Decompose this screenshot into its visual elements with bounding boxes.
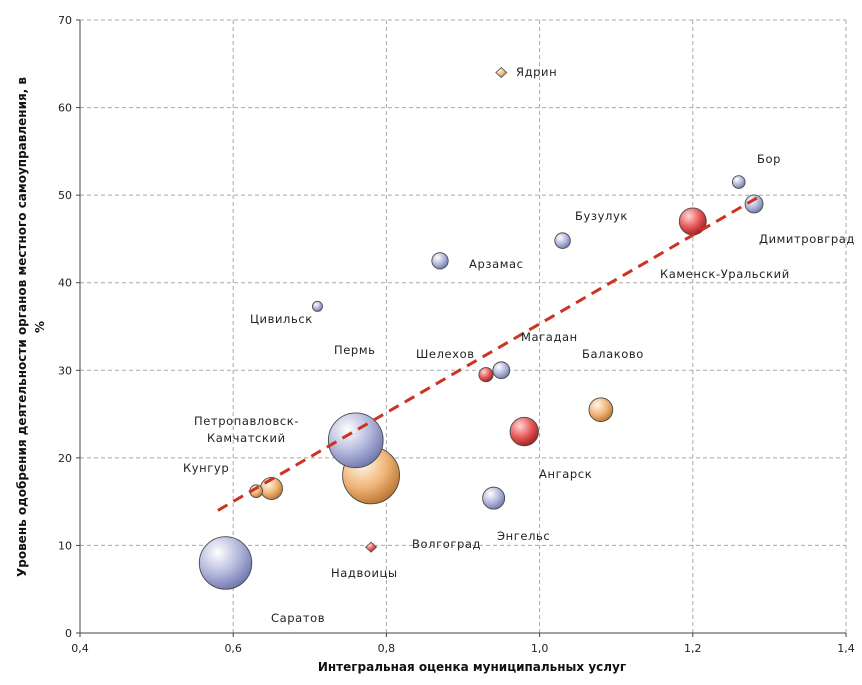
x-tick-label: 1,0 — [531, 642, 549, 655]
bubble-Ангарск — [509, 416, 539, 447]
bubble-label: Магадан — [521, 330, 578, 344]
bubble-label: Пермь — [334, 343, 375, 357]
x-tick-label: 0,6 — [224, 642, 242, 655]
bubble-label: Волгоград — [412, 537, 481, 551]
bubble-label: Бор — [757, 152, 781, 166]
trendline-line — [217, 193, 763, 512]
y-tick-label: 60 — [58, 102, 72, 115]
bubble-label: Надвоицы — [331, 566, 398, 580]
bubble-label: Димитровград — [759, 232, 855, 246]
bubble-Балаково — [588, 397, 614, 423]
y-tick-label: 70 — [58, 14, 72, 27]
bubble-Энгельс — [482, 486, 506, 510]
bubble-label: Камчатский — [207, 431, 286, 445]
bubble-labels: Ядрин Бор Димитровград Каменск-Уральский Буз… — [183, 65, 855, 625]
bubble-Пермь — [327, 412, 384, 469]
y-tick-label: 20 — [58, 452, 72, 465]
bubble-label: Энгельс — [497, 529, 550, 543]
bubble-Надвоицы — [364, 541, 378, 553]
y-tick-label: 40 — [58, 277, 72, 290]
bubble-Цивильск — [312, 300, 323, 312]
bubble-Бузулук — [554, 232, 571, 249]
x-tick-label: 0,4 — [71, 642, 89, 655]
bubble-label: Ангарск — [539, 467, 592, 481]
trendline — [217, 193, 763, 512]
bubble-Бор — [731, 175, 746, 189]
bubble-label: Ядрин — [516, 65, 557, 79]
bubble-Димитровград — [744, 194, 764, 214]
bubble-label: Кунгур — [183, 461, 229, 475]
x-axis-title: Интегральная оценка муниципальных услуг — [318, 660, 626, 674]
bubble-label: Балаково — [582, 347, 644, 361]
x-tick-label: 0,8 — [378, 642, 396, 655]
y-tick-label: 10 — [58, 539, 72, 552]
bubble-Ядрин — [495, 67, 508, 79]
y-axis-title: Уровень одобрения деятельности органов м… — [15, 77, 29, 577]
y-tick-label: 0 — [65, 627, 72, 640]
axes — [76, 19, 847, 637]
bubble-Магадан — [492, 361, 511, 380]
bubbles — [198, 67, 764, 590]
bubble-label: Шелехов — [416, 347, 475, 361]
bubble-Шелехов — [478, 367, 494, 383]
x-tick-label: 1,2 — [684, 642, 702, 655]
bubble-label: Арзамас — [469, 257, 524, 271]
bubble-label: Цивильск — [250, 312, 313, 326]
bubble-label: Саратов — [271, 611, 325, 625]
y-tick-label: 50 — [58, 189, 72, 202]
grid — [80, 19, 847, 633]
y-axis-title-unit: % — [33, 321, 47, 333]
bubble-label: Каменск-Уральский — [660, 267, 790, 281]
y-tick-label: 30 — [58, 364, 72, 377]
bubble-label: Петропавловск- — [194, 414, 299, 428]
bubble-Саратов — [198, 536, 253, 590]
x-tick-label: 1,4 — [837, 642, 855, 655]
bubble-Арзамас — [431, 252, 449, 270]
tick-labels: 0,4 0,6 0,8 1,0 1,2 1,4 0 10 20 30 40 50 60 70 — [58, 14, 855, 655]
bubble-label: Бузулук — [575, 209, 628, 223]
